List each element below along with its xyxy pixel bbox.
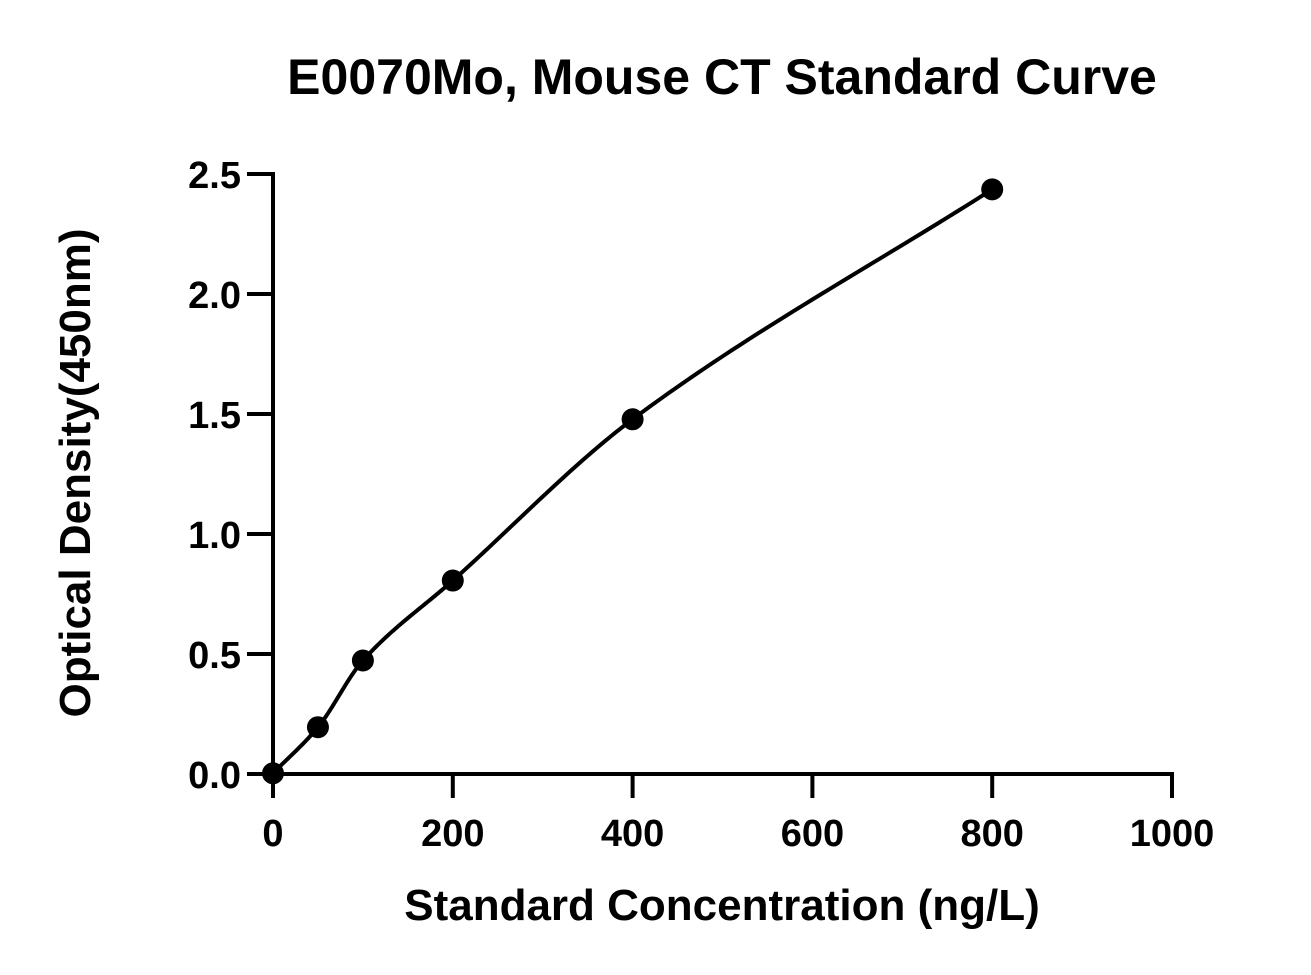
y-tick-label: 0.0 <box>188 755 241 797</box>
fitted-standard-curve <box>271 187 995 776</box>
x-axis-label: Standard Concentration (ng/L) <box>404 881 1040 930</box>
x-tick-label: 0 <box>262 813 283 855</box>
y-tick-label: 2.5 <box>188 155 241 197</box>
y-axis-label: Optical Density(450nm) <box>51 228 100 717</box>
x-axis-ticks: 0 200 400 600 800 1000 <box>262 774 1214 855</box>
x-tick-label: 400 <box>601 813 664 855</box>
x-tick-label: 800 <box>960 813 1023 855</box>
y-tick-label: 0.5 <box>188 635 241 677</box>
data-point <box>351 649 374 672</box>
y-tick-label: 1.0 <box>188 515 241 557</box>
data-point <box>981 178 1004 201</box>
axes <box>271 172 1174 776</box>
data-points <box>262 178 1004 785</box>
y-tick-label: 1.5 <box>188 395 241 437</box>
x-tick-label: 600 <box>781 813 844 855</box>
chart-title: E0070Mo, Mouse CT Standard Curve <box>287 49 1157 105</box>
x-tick-label: 1000 <box>1130 813 1215 855</box>
data-point <box>262 762 284 785</box>
data-point <box>441 569 464 592</box>
y-axis-ticks: 0.0 0.5 1.0 1.5 2.0 2.5 <box>188 155 273 797</box>
y-tick-label: 2.0 <box>188 275 241 317</box>
data-point <box>306 716 329 739</box>
x-tick-label: 200 <box>421 813 484 855</box>
data-point <box>621 408 644 431</box>
